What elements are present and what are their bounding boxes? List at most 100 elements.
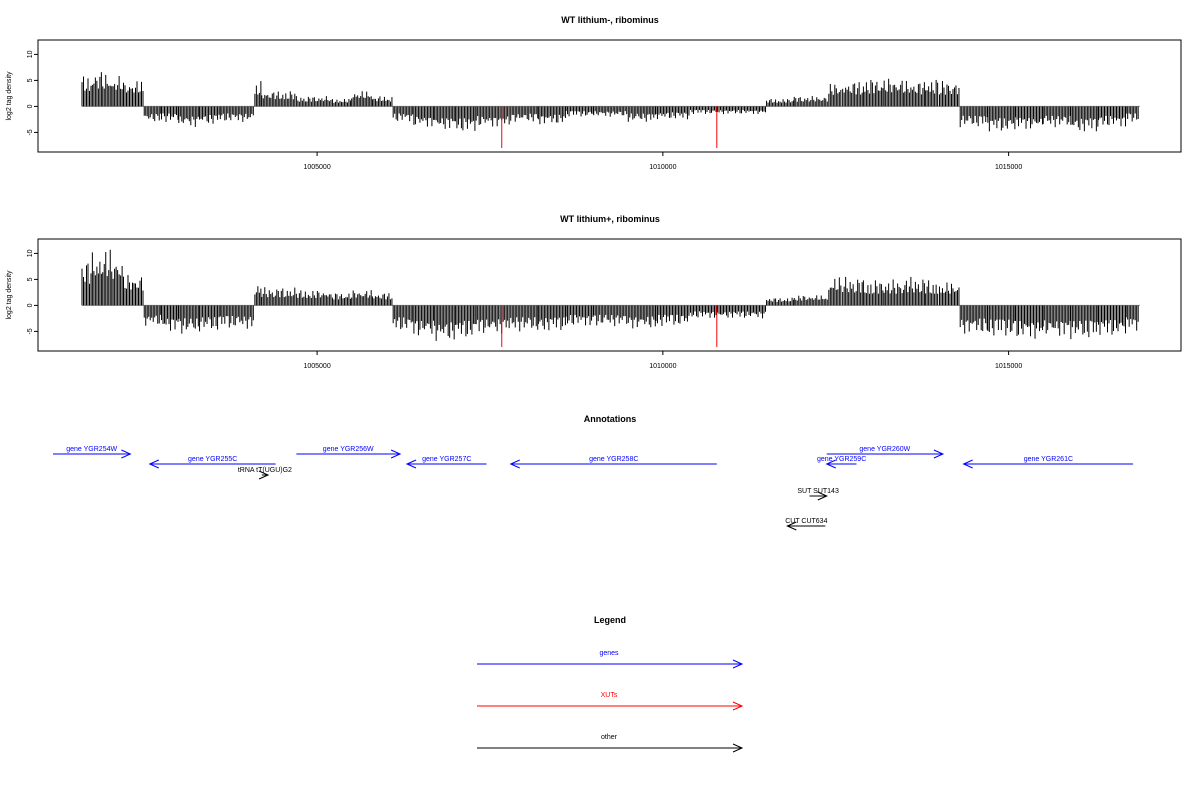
density-bar (295, 290, 330, 306)
y-tick-label: 5 (27, 277, 34, 281)
axes-group: -5 0 5 10 1005000 1010000 1015000 (27, 249, 1022, 370)
density-bar (537, 106, 566, 125)
density-bar (690, 106, 767, 115)
density-bar (219, 305, 254, 329)
legend-title: Legend (594, 615, 626, 625)
density-bar (330, 293, 351, 306)
density-bar (1098, 106, 1127, 127)
annotation-feature: gene YGR260W (826, 446, 945, 459)
density-bar (199, 106, 220, 124)
track-panel-lithium-plus: WT lithium+, ribominus log2 tag density … (6, 214, 1182, 370)
density-bar (938, 282, 960, 306)
chart-title: WT lithium+, ribominus (560, 214, 660, 224)
arrowhead (962, 459, 973, 469)
annotation-feature: gene YGR255C (148, 456, 276, 469)
feature-label: gene YGR254W (66, 446, 117, 453)
density-bar (161, 305, 179, 331)
density-bar (987, 305, 1016, 336)
density-bar (904, 276, 925, 306)
annotation-feature: gene YGR257C (405, 456, 487, 469)
y-tick-label: -5 (27, 129, 34, 135)
legend-label: XUTs (601, 692, 618, 699)
density-bar (510, 106, 539, 122)
y-tick-label: -5 (27, 328, 34, 334)
axes-group: -5 0 5 10 1005000 1010000 1015000 (27, 50, 1022, 171)
density-bar (862, 280, 884, 306)
arrowhead (825, 459, 836, 469)
feature-label: tRNA tT(UGU)G2 (238, 467, 292, 474)
annotation-feature: CUT CUT634 (785, 518, 828, 531)
y-tick-label: 10 (27, 249, 34, 257)
density-bar (1015, 106, 1044, 129)
density-bar (925, 280, 939, 306)
y-tick-label: 5 (27, 78, 34, 82)
annotation-feature: SUT SUT143 (797, 488, 839, 501)
density-bar (102, 249, 113, 306)
density-bar (793, 96, 828, 107)
feature-label: gene YGR258C (589, 456, 638, 463)
density-bar (593, 106, 628, 117)
density-bar (261, 91, 296, 107)
density-bar (434, 305, 455, 341)
density-bar (392, 106, 414, 122)
x-tick-label: 1005000 (303, 164, 330, 171)
density-bar (112, 265, 123, 306)
legend-item: other (477, 734, 744, 753)
density-bar (1098, 305, 1127, 335)
density-bar (593, 305, 628, 327)
density-bar (143, 305, 162, 326)
density-bar (254, 81, 262, 107)
density-bar (102, 74, 113, 107)
density-bar (690, 305, 767, 319)
annotation-feature: gene YGR261C (962, 456, 1134, 469)
arrowhead (121, 449, 132, 459)
density-bar (1042, 106, 1071, 128)
density-bar (81, 76, 92, 107)
density-bar (766, 98, 795, 107)
density-bar (254, 286, 262, 306)
legend-arrowhead (732, 743, 744, 753)
x-tick-label: 1015000 (995, 164, 1022, 171)
density-bar (475, 106, 510, 127)
y-axis-label: log2 tag density (6, 270, 13, 320)
bars-group (81, 249, 1140, 347)
y-tick-label: 0 (27, 104, 34, 108)
density-bar (627, 106, 656, 122)
density-bar (81, 263, 92, 306)
annotation-feature: gene YGR258C (509, 456, 717, 469)
density-bar (475, 305, 510, 334)
x-tick-label: 1005000 (303, 363, 330, 370)
feature-label: gene YGR261C (1024, 456, 1073, 463)
density-bar (295, 96, 330, 107)
density-bar (1015, 305, 1044, 339)
feature-label: gene YGR255C (188, 456, 237, 463)
annotation-feature: tRNA tT(UGU)G2 (238, 467, 292, 480)
density-bar (454, 106, 476, 131)
density-bar (883, 279, 905, 306)
plot-frame (37, 238, 1182, 352)
feature-label: CUT CUT634 (785, 518, 827, 525)
density-bar (842, 82, 863, 107)
annotation-feature: gene YGR256W (296, 446, 402, 459)
density-bar (413, 106, 434, 127)
density-bar (371, 96, 393, 107)
density-bar (537, 305, 566, 331)
chart-title: WT lithium-, ribominus (561, 15, 659, 25)
x-tick-label: 1010000 (649, 363, 676, 370)
density-bar (987, 106, 1016, 132)
density-bar (143, 106, 162, 122)
density-bar (655, 106, 690, 120)
plot-frame (37, 39, 1182, 153)
density-bar (351, 290, 372, 306)
legend-item: XUTs (477, 692, 744, 711)
density-bar (1125, 305, 1139, 331)
density-bar (1042, 305, 1071, 336)
density-bar (883, 78, 905, 107)
bars-group (81, 72, 1140, 148)
density-bar (330, 99, 351, 107)
arrowhead (933, 449, 945, 459)
arrowhead (390, 449, 402, 459)
feature-label: gene YGR259C (817, 456, 866, 463)
density-bar (565, 106, 594, 117)
